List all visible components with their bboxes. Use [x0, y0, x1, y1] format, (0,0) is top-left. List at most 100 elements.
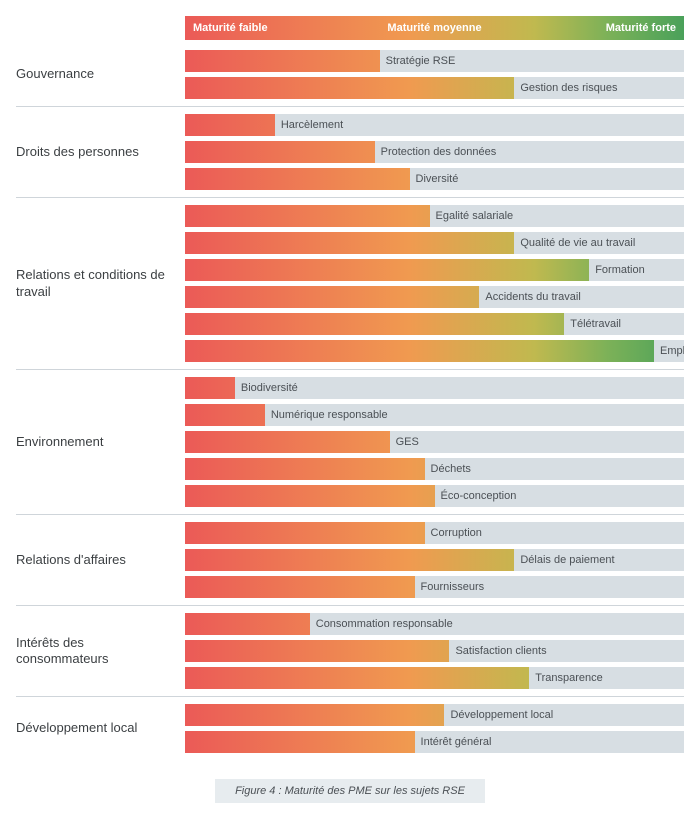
bar-row: Biodiversité — [185, 377, 684, 399]
bar-label: Fournisseurs — [415, 576, 485, 598]
group-label: Intérêts des consommateurs — [16, 613, 171, 689]
bar-row: Stratégie RSE — [185, 50, 684, 72]
group-label: Relations et conditions de travail — [16, 205, 171, 362]
bar-row: Transparence — [185, 667, 684, 689]
bar-label: Gestion des risques — [514, 77, 617, 99]
group-bars: Stratégie RSE Gestion des risques — [185, 50, 684, 99]
bar-fill — [185, 77, 514, 99]
bar-row: Corruption — [185, 522, 684, 544]
group-bars: Corruption Délais de paiement Fournisseurs — [185, 522, 684, 598]
bar-label: Emplois précaires — [654, 340, 684, 362]
bar-label: Harcèlement — [275, 114, 343, 136]
legend-mid: Maturité moyenne — [387, 22, 481, 34]
bar-fill — [185, 613, 310, 635]
bar-fill — [185, 458, 425, 480]
bar-fill — [185, 404, 265, 426]
group-label: Droits des personnes — [16, 114, 171, 190]
group-bars: Consommation responsable Satisfaction cli… — [185, 613, 684, 689]
group-divider — [16, 696, 684, 697]
bar-label: Intérêt général — [415, 731, 492, 753]
bar-fill — [185, 141, 375, 163]
bar-label: Formation — [589, 259, 645, 281]
bar-label: Éco-conception — [435, 485, 517, 507]
bar-row: Egalité salariale — [185, 205, 684, 227]
bar-fill — [185, 522, 425, 544]
group-divider — [16, 369, 684, 370]
bar-label: Transparence — [529, 667, 602, 689]
bar-fill — [185, 205, 430, 227]
bar-row: Déchets — [185, 458, 684, 480]
bar-row: Formation — [185, 259, 684, 281]
bar-fill — [185, 50, 380, 72]
bar-fill — [185, 259, 589, 281]
bar-row: GES — [185, 431, 684, 453]
bar-row: Télétravail — [185, 313, 684, 335]
bar-label: Délais de paiement — [514, 549, 614, 571]
bar-label: Corruption — [425, 522, 482, 544]
bar-fill — [185, 377, 235, 399]
bar-fill — [185, 286, 479, 308]
bar-label: Consommation responsable — [310, 613, 453, 635]
bar-row: Consommation responsable — [185, 613, 684, 635]
bar-label: Déchets — [425, 458, 471, 480]
caption-wrap: Figure 4 : Maturité des PME sur les suje… — [16, 779, 684, 803]
header-spacer — [16, 16, 171, 50]
bar-label: Egalité salariale — [430, 205, 514, 227]
bar-fill — [185, 549, 514, 571]
bar-label: Biodiversité — [235, 377, 298, 399]
legend-header: Maturité faible Maturité moyenne Maturit… — [185, 16, 684, 40]
bar-label: Diversité — [410, 168, 459, 190]
bar-row: Accidents du travail — [185, 286, 684, 308]
bar-fill — [185, 431, 390, 453]
group-label: Développement local — [16, 704, 171, 753]
bar-row: Intérêt général — [185, 731, 684, 753]
bar-fill — [185, 485, 435, 507]
bar-fill — [185, 704, 444, 726]
bar-label: Qualité de vie au travail — [514, 232, 635, 254]
bar-row: Harcèlement — [185, 114, 684, 136]
group-label: Gouvernance — [16, 50, 171, 99]
group-divider — [16, 605, 684, 606]
bar-row: Protection des données — [185, 141, 684, 163]
bar-fill — [185, 576, 415, 598]
group-label: Relations d'affaires — [16, 522, 171, 598]
bar-row: Fournisseurs — [185, 576, 684, 598]
bar-row: Développement local — [185, 704, 684, 726]
bar-row: Numérique responsable — [185, 404, 684, 426]
bar-row: Éco-conception — [185, 485, 684, 507]
bar-row: Qualité de vie au travail — [185, 232, 684, 254]
group-bars: Développement local Intérêt général — [185, 704, 684, 753]
bar-fill — [185, 640, 449, 662]
bar-fill — [185, 313, 564, 335]
group-divider — [16, 106, 684, 107]
bar-fill — [185, 731, 415, 753]
bar-fill — [185, 232, 514, 254]
bar-label: Protection des données — [375, 141, 497, 163]
bar-label: Développement local — [444, 704, 553, 726]
bar-label: Numérique responsable — [265, 404, 388, 426]
bar-label: Satisfaction clients — [449, 640, 546, 662]
group-bars: Biodiversité Numérique responsableGES Déch… — [185, 377, 684, 507]
bar-label: Stratégie RSE — [380, 50, 456, 72]
bar-row: Gestion des risques — [185, 77, 684, 99]
bar-fill — [185, 667, 529, 689]
bar-row: Délais de paiement — [185, 549, 684, 571]
maturity-chart: Maturité faible Maturité moyenne Maturit… — [16, 16, 684, 753]
bar-fill — [185, 340, 654, 362]
group-bars: Egalité salarialeQualité de vie au trava… — [185, 205, 684, 362]
bar-label: Télétravail — [564, 313, 621, 335]
bar-fill — [185, 168, 410, 190]
bar-row: Diversité — [185, 168, 684, 190]
legend-high: Maturité forte — [606, 22, 676, 34]
group-bars: Harcèlement Protection des données Diversi… — [185, 114, 684, 190]
group-label: Environnement — [16, 377, 171, 507]
bar-fill — [185, 114, 275, 136]
group-divider — [16, 514, 684, 515]
legend-low: Maturité faible — [193, 22, 268, 34]
group-divider — [16, 197, 684, 198]
figure-caption: Figure 4 : Maturité des PME sur les suje… — [215, 779, 485, 803]
bar-row: Emplois précaires — [185, 340, 684, 362]
bar-label: GES — [390, 431, 419, 453]
bar-label: Accidents du travail — [479, 286, 580, 308]
bar-row: Satisfaction clients — [185, 640, 684, 662]
